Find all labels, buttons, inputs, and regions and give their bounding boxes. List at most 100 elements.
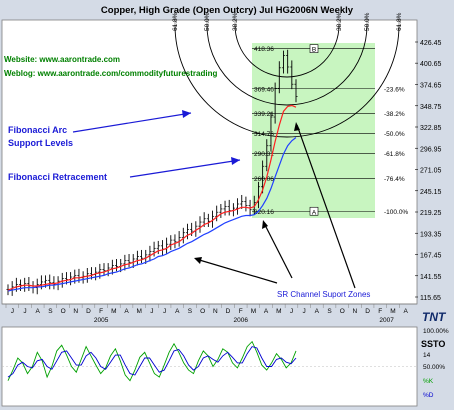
price-tick-label: 271.05: [420, 168, 442, 175]
year-label: 2007: [379, 317, 394, 324]
annotation-arrows: [72, 110, 356, 289]
month-label: A: [36, 308, 41, 315]
month-label: D: [86, 308, 91, 315]
fib-level-pct: -61.8%: [384, 151, 405, 158]
price-tick-label: 296.95: [420, 146, 442, 153]
sr-arrowhead-left: [194, 257, 202, 264]
month-label: S: [48, 308, 53, 315]
price-tick-label: 374.65: [420, 83, 442, 90]
stoch-axis-max: 100.00%: [423, 328, 449, 335]
month-label: A: [315, 308, 320, 315]
fib-arc-label: 38.2%: [336, 12, 343, 31]
fib-level-pct: -50.0%: [384, 131, 405, 138]
price-tick-label: 322.85: [420, 125, 442, 132]
fib-level-pct: -23.6%: [384, 86, 405, 93]
month-label: M: [137, 308, 142, 315]
month-label: N: [73, 308, 78, 315]
fib-arc-label-line2: Support Levels: [8, 138, 73, 148]
fib-green-zone: [252, 43, 375, 218]
sr-arrow-right: [296, 124, 356, 289]
month-label: J: [11, 308, 14, 315]
weblog-text[interactable]: Weblog: www.aarontrade.com/commodityfutu…: [4, 69, 217, 78]
price-tick-label: 115.65: [420, 295, 441, 302]
month-label: F: [239, 308, 243, 315]
month-label: S: [188, 308, 193, 315]
fib-level-price: 418.36: [254, 46, 274, 53]
sr-arrowhead-right: [294, 122, 300, 131]
fib-arc-label: 50.0%: [204, 12, 211, 31]
month-label: S: [327, 308, 332, 315]
fib-arc: [206, 24, 368, 106]
stochastic-lines: [2, 340, 417, 382]
price-tick-label: 219.25: [420, 210, 442, 217]
fib-retracement-label: Fibonacci Retracement: [8, 172, 107, 182]
fib-arcs: 61.8% 50.0% 38.2% 38.2% 50.0% 61.8%: [172, 12, 403, 138]
fib-level-pct: -76.4%: [384, 176, 405, 183]
month-label: J: [163, 308, 166, 315]
fib-level-price: 339.21: [254, 111, 274, 118]
month-label: D: [365, 308, 370, 315]
month-label: A: [264, 308, 269, 315]
month-label: M: [111, 308, 116, 315]
month-label: M: [276, 308, 281, 315]
month-label: N: [213, 308, 218, 315]
sr-arrow-middle: [263, 222, 293, 279]
stoch-title: SSTO: [421, 339, 445, 349]
tnt-logo: TNT: [422, 310, 447, 324]
price-tick-label: 141.55: [420, 274, 442, 281]
year-label: 2006: [233, 317, 248, 324]
month-label: F: [99, 308, 103, 315]
price-tick-label: 245.15: [420, 189, 442, 196]
month-label: M: [251, 308, 256, 315]
month-label: O: [61, 308, 66, 315]
fib-arc-label: 38.2%: [232, 12, 239, 31]
fib-arc-label-line1: Fibonacci Arc: [8, 125, 67, 135]
price-tick-label: 400.65: [420, 61, 442, 68]
fib-arc: [234, 24, 340, 78]
stoch-period: 14: [423, 352, 431, 359]
price-tick-label: 167.45: [420, 253, 442, 260]
month-label: J: [23, 308, 26, 315]
fib-arc-label: 61.8%: [396, 12, 403, 31]
chart-title: Copper, High Grade (Open Outcry) Jul HG2…: [101, 5, 354, 16]
stochastic-panel: 100.00% SSTO 14 50.00% %K %D: [1, 326, 449, 407]
sr-channel-label: SR Channel Suport Zones: [277, 290, 370, 299]
fib-retracement-arrowhead: [231, 157, 240, 165]
month-label: O: [340, 308, 345, 315]
fib-marker-label: A: [312, 209, 317, 216]
fib-arc: [174, 24, 400, 138]
price-tick-label: 426.45: [420, 40, 442, 47]
month-label: M: [390, 308, 395, 315]
price-tick-label: 193.35: [420, 231, 442, 238]
moving-averages: [7, 104, 297, 292]
stoch-d-line: [7, 346, 297, 378]
price-axis: 426.45 400.65 374.65 348.75 322.85 296.95 271.…: [415, 40, 442, 302]
month-label: O: [200, 308, 205, 315]
fib-retracement-arrow: [129, 159, 241, 178]
fib-arc-arrow: [72, 112, 192, 133]
sr-arrowhead-middle: [262, 220, 268, 229]
fib-marker-label: B: [312, 47, 316, 54]
month-label: A: [124, 308, 129, 315]
fib-arc-label: 50.0%: [364, 12, 371, 31]
tnt-logo-text: TNT: [422, 310, 447, 324]
fib-level-pct: -100.0%: [384, 209, 408, 216]
ma-fast-line: [7, 104, 297, 291]
price-tick-label: 348.75: [420, 104, 442, 111]
fib-marker-box: [309, 206, 319, 216]
fib-level-price: 260.06: [254, 176, 274, 183]
fib-level-pct: -38.2%: [384, 111, 405, 118]
price-bars: [6, 49, 298, 296]
website-text[interactable]: Website: www.aarontrade.com: [4, 55, 120, 64]
stoch-k-line: [7, 340, 297, 382]
fib-arc-label: 61.8%: [172, 12, 179, 31]
month-label: A: [175, 308, 180, 315]
month-label: F: [378, 308, 382, 315]
stochastic-axis: 100.00% SSTO 14 50.00% %K %D: [421, 328, 449, 399]
fib-arc-arrowhead: [182, 110, 191, 118]
year-label: 2005: [94, 317, 109, 324]
fib-level-price: 290.31: [254, 151, 274, 158]
